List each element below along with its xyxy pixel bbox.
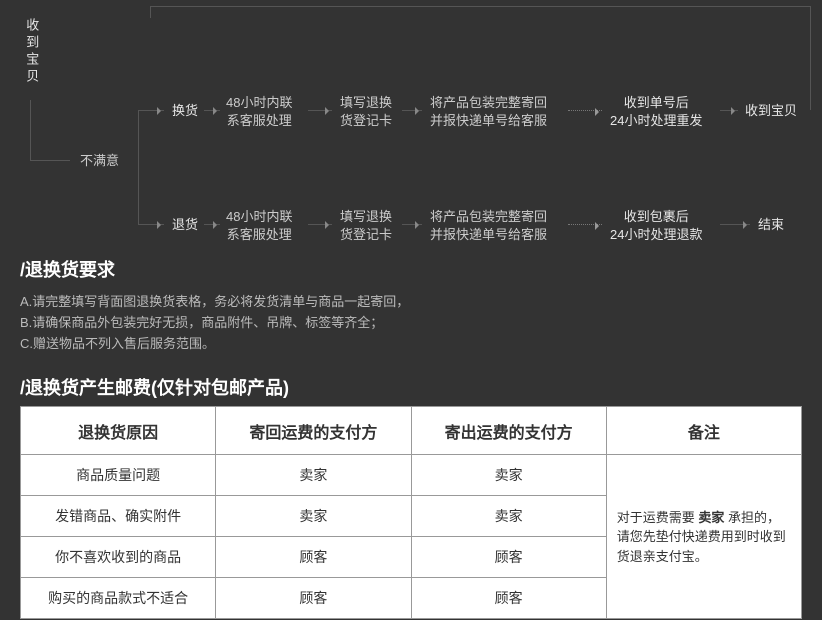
- flow-arrow: [402, 110, 422, 111]
- text-line: 填写退换: [340, 95, 392, 110]
- flow-arrow: [720, 224, 750, 225]
- node-shipback-1: 将产品包装完整寄回 并报快递单号给客服: [430, 94, 547, 130]
- flow-arrow-dotted: [568, 110, 602, 111]
- requirements-list: A.请完整填写背面图退换货表格，务必将发货清单与商品一起寄回， B.请确保商品外…: [0, 288, 822, 368]
- text-line: 系客服处理: [227, 227, 292, 242]
- flow-arrow: [308, 110, 332, 111]
- cell-reason: 发错商品、确实附件: [21, 496, 216, 537]
- node-afterreceipt-2: 收到包裹后 24小时处理退款: [610, 208, 702, 244]
- node-unsatisfied: 不满意: [80, 152, 119, 170]
- table-header-row: 退换货原因 寄回运费的支付方 寄出运费的支付方 备注: [21, 407, 802, 455]
- text-line: 收到单号后: [624, 95, 689, 110]
- text-line: 填写退换: [340, 209, 392, 224]
- note-strong: 卖家: [698, 510, 724, 525]
- table-row: 商品质量问题 卖家 卖家 对于运费需要 卖家 承担的，请您先垫付快递费用到时收到…: [21, 455, 802, 496]
- cell-reason: 购买的商品款式不适合: [21, 578, 216, 619]
- shipping-table-wrap: 退换货原因 寄回运费的支付方 寄出运费的支付方 备注 商品质量问题 卖家 卖家 …: [0, 406, 822, 619]
- text-line: 收到包裹后: [624, 209, 689, 224]
- flow-line: [810, 6, 811, 96]
- flow-line: [30, 100, 31, 160]
- text-line: 48小时内联: [226, 95, 292, 110]
- cell-payerin: 卖家: [216, 455, 411, 496]
- col-payerin: 寄回运费的支付方: [216, 407, 411, 455]
- text-line: 将产品包装完整寄回: [430, 95, 547, 110]
- col-reason: 退换货原因: [21, 407, 216, 455]
- flow-arrow: [308, 224, 332, 225]
- cell-payerin: 顾客: [216, 537, 411, 578]
- cell-payerout: 顾客: [411, 578, 606, 619]
- col-note: 备注: [606, 407, 801, 455]
- shipping-table: 退换货原因 寄回运费的支付方 寄出运费的支付方 备注 商品质量问题 卖家 卖家 …: [20, 406, 802, 619]
- requirements-title: /退换货要求: [0, 250, 822, 288]
- node-end-exchange: 收到宝贝: [745, 102, 797, 120]
- node-contact48-2: 48小时内联 系客服处理: [226, 208, 292, 244]
- cell-reason: 商品质量问题: [21, 455, 216, 496]
- cell-payerout: 顾客: [411, 537, 606, 578]
- requirement-line: C.赠送物品不列入售后服务范围。: [20, 334, 802, 355]
- shipping-title: /退换货产生邮费(仅针对包邮产品): [0, 368, 822, 406]
- text-line: 并报快递单号给客服: [430, 227, 547, 242]
- text-line: 货登记卡: [340, 113, 392, 128]
- flow-arrow: [402, 224, 422, 225]
- flow-line: [138, 110, 139, 224]
- requirement-line: B.请确保商品外包装完好无损，商品附件、吊牌、标签等齐全；: [20, 313, 802, 334]
- cell-note: 对于运费需要 卖家 承担的，请您先垫付快递费用到时收到货退亲支付宝。: [606, 455, 801, 619]
- node-start: 收到宝贝: [22, 18, 40, 86]
- node-contact48-1: 48小时内联 系客服处理: [226, 94, 292, 130]
- text-line: 24小时处理退款: [610, 227, 702, 242]
- node-end-return: 结束: [758, 216, 784, 234]
- cell-payerout: 卖家: [411, 496, 606, 537]
- flowchart-area: 收到宝贝 不满意 换货 退货 48小时内联 系客服处理 填写退换 货登记卡 将产…: [0, 0, 822, 250]
- cell-payerin: 卖家: [216, 496, 411, 537]
- cell-payerout: 卖家: [411, 455, 606, 496]
- flow-line: [150, 6, 151, 18]
- text-line: 将产品包装完整寄回: [430, 209, 547, 224]
- flow-arrow: [138, 110, 164, 111]
- node-fillcard-2: 填写退换 货登记卡: [340, 208, 392, 244]
- text-line: 24小时处理重发: [610, 113, 702, 128]
- node-afterreceipt-1: 收到单号后 24小时处理重发: [610, 94, 702, 130]
- flow-line: [810, 96, 811, 110]
- text-line: 系客服处理: [227, 113, 292, 128]
- cell-reason: 你不喜欢收到的商品: [21, 537, 216, 578]
- flow-arrow: [204, 224, 220, 225]
- note-prefix: 对于运费需要: [617, 510, 699, 525]
- flow-line: [30, 160, 70, 161]
- cell-payerin: 顾客: [216, 578, 411, 619]
- text-line: 货登记卡: [340, 227, 392, 242]
- node-shipback-2: 将产品包装完整寄回 并报快递单号给客服: [430, 208, 547, 244]
- node-return: 退货: [172, 216, 198, 234]
- text-line: 并报快递单号给客服: [430, 113, 547, 128]
- requirement-line: A.请完整填写背面图退换货表格，务必将发货清单与商品一起寄回，: [20, 292, 802, 313]
- node-exchange: 换货: [172, 102, 198, 120]
- text-line: 48小时内联: [226, 209, 292, 224]
- flow-arrow: [138, 224, 164, 225]
- node-fillcard-1: 填写退换 货登记卡: [340, 94, 392, 130]
- flow-arrow-dotted: [568, 224, 602, 225]
- flow-line: [150, 6, 810, 7]
- flow-arrow: [720, 110, 738, 111]
- col-payerout: 寄出运费的支付方: [411, 407, 606, 455]
- flow-arrow: [204, 110, 220, 111]
